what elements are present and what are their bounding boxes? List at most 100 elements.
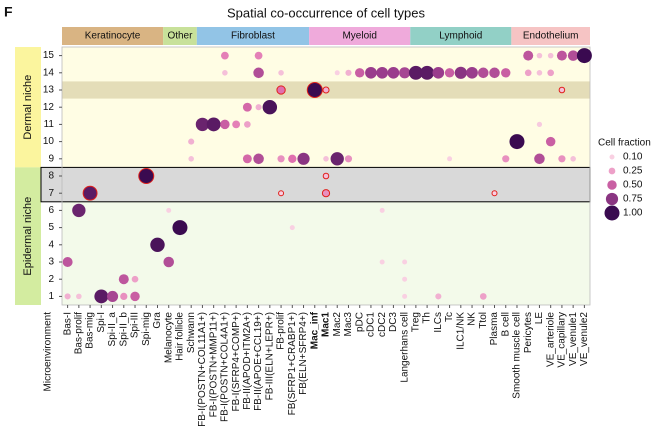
x-tick-label: Spi-mig bbox=[141, 312, 152, 346]
y-tick-label: 4 bbox=[48, 239, 54, 250]
y-tick-label: 11 bbox=[44, 119, 55, 130]
dot bbox=[322, 86, 330, 94]
dot bbox=[242, 154, 252, 164]
dot bbox=[323, 156, 329, 162]
dot bbox=[222, 70, 228, 76]
x-tick-label: Mac2 bbox=[332, 312, 343, 337]
dot bbox=[288, 154, 297, 163]
x-tick-label: VE_arteriole bbox=[545, 312, 556, 367]
x-tick-label: Ttol bbox=[478, 312, 489, 329]
legend-title: Cell fraction bbox=[598, 138, 651, 149]
group-header bbox=[163, 27, 197, 45]
dot bbox=[94, 289, 109, 304]
y-tick-label: 7 bbox=[48, 188, 54, 199]
dot bbox=[489, 67, 500, 79]
x-tick-label: Treg bbox=[411, 312, 422, 332]
dot bbox=[420, 65, 435, 80]
dot bbox=[297, 152, 310, 165]
dot bbox=[479, 293, 487, 300]
x-tick-label: Spi-II_a bbox=[107, 312, 118, 347]
x-tick-label: Bas-I bbox=[62, 312, 73, 335]
dot bbox=[188, 138, 195, 145]
x-tick-label: NK bbox=[467, 312, 478, 326]
x-tick-label: FB-II(APOE+CCL19+) bbox=[253, 312, 264, 411]
dot bbox=[523, 50, 534, 61]
dot bbox=[536, 52, 543, 59]
dot bbox=[138, 168, 155, 184]
dot bbox=[344, 155, 353, 163]
x-tick-label: Spi-I bbox=[96, 312, 107, 333]
niche-background bbox=[62, 47, 590, 168]
dot bbox=[244, 121, 251, 128]
dot bbox=[306, 82, 323, 98]
niche-label: Dermal niche bbox=[22, 75, 34, 140]
dot bbox=[334, 70, 340, 76]
x-tick-label: VE_venule2 bbox=[579, 312, 590, 366]
group-label: Endothelium bbox=[523, 31, 579, 42]
y-tick-label: 13 bbox=[43, 85, 55, 96]
dot bbox=[447, 156, 453, 162]
dot bbox=[82, 185, 98, 201]
x-tick-label: B cell bbox=[500, 312, 511, 336]
panel-label: F bbox=[4, 4, 13, 20]
x-tick-label: Spi-II_b bbox=[118, 312, 129, 347]
dot bbox=[536, 121, 543, 128]
dot bbox=[567, 50, 579, 61]
dot bbox=[435, 293, 442, 300]
dot bbox=[444, 68, 455, 78]
y-tick-label: 6 bbox=[48, 205, 54, 216]
dot bbox=[188, 156, 194, 162]
x-tick-label: Mac3 bbox=[343, 312, 354, 337]
x-tick-label: FB-prolif bbox=[276, 312, 287, 350]
y-tick-label: 15 bbox=[43, 50, 55, 61]
dot bbox=[509, 134, 525, 150]
group-header bbox=[410, 27, 512, 45]
x-tick-label: FB(SFRP1+CRABP1+) bbox=[287, 312, 298, 415]
x-tick-label: LE bbox=[534, 312, 545, 325]
dot bbox=[399, 67, 411, 79]
dot bbox=[64, 293, 71, 300]
dot bbox=[502, 155, 510, 163]
legend-dot bbox=[604, 205, 620, 221]
dot bbox=[72, 203, 86, 218]
legend-dot bbox=[607, 180, 617, 190]
dot bbox=[206, 117, 221, 132]
x-tick-label: FB-I(POSTN+COL11A1+) bbox=[197, 312, 208, 427]
x-tick-label: Melanocyte bbox=[163, 312, 174, 364]
dot bbox=[534, 153, 545, 165]
x-tick-label: Smooth muscle cell bbox=[512, 312, 523, 399]
dot bbox=[278, 70, 284, 76]
x-tick-label: FB(ELN+SFRP4+) bbox=[298, 312, 309, 395]
x-tick-label: Bas-prolif bbox=[73, 312, 84, 354]
dot bbox=[501, 68, 511, 78]
x-tick-label: pDC bbox=[354, 312, 365, 332]
x-tick-label: FB-III(ELN+LEPR+) bbox=[264, 312, 275, 400]
dot bbox=[255, 104, 262, 111]
dot bbox=[322, 172, 330, 180]
x-tick-label: Langerhans cell bbox=[399, 312, 410, 383]
x-tick-label: Schwann bbox=[186, 312, 197, 353]
x-tick-label: FB-I(SFRP4+COMP+) bbox=[231, 312, 242, 411]
dot bbox=[131, 275, 139, 283]
legend-label: 0.75 bbox=[623, 194, 643, 205]
y-tick-label: 12 bbox=[43, 102, 55, 113]
dot bbox=[120, 292, 128, 301]
legend-label: 0.10 bbox=[623, 152, 643, 163]
dot bbox=[195, 117, 210, 132]
group-label: Fibroblast bbox=[231, 31, 275, 42]
dot bbox=[130, 291, 140, 302]
x-tick-label: Th bbox=[422, 312, 433, 324]
dot bbox=[558, 155, 566, 163]
x-tick-label: Plasma bbox=[489, 312, 500, 346]
legend-label: 0.25 bbox=[623, 166, 643, 177]
dot bbox=[289, 225, 295, 231]
legend-dot bbox=[609, 154, 615, 160]
x-tick-label: FB-I(POSTN+MMP11+) bbox=[208, 312, 219, 417]
x-tick-label: cDC2 bbox=[377, 312, 388, 337]
dot bbox=[262, 99, 278, 115]
dot bbox=[379, 207, 385, 213]
dot bbox=[547, 69, 555, 77]
dot bbox=[76, 293, 82, 300]
niche-band bbox=[15, 167, 41, 305]
dot bbox=[276, 85, 286, 95]
